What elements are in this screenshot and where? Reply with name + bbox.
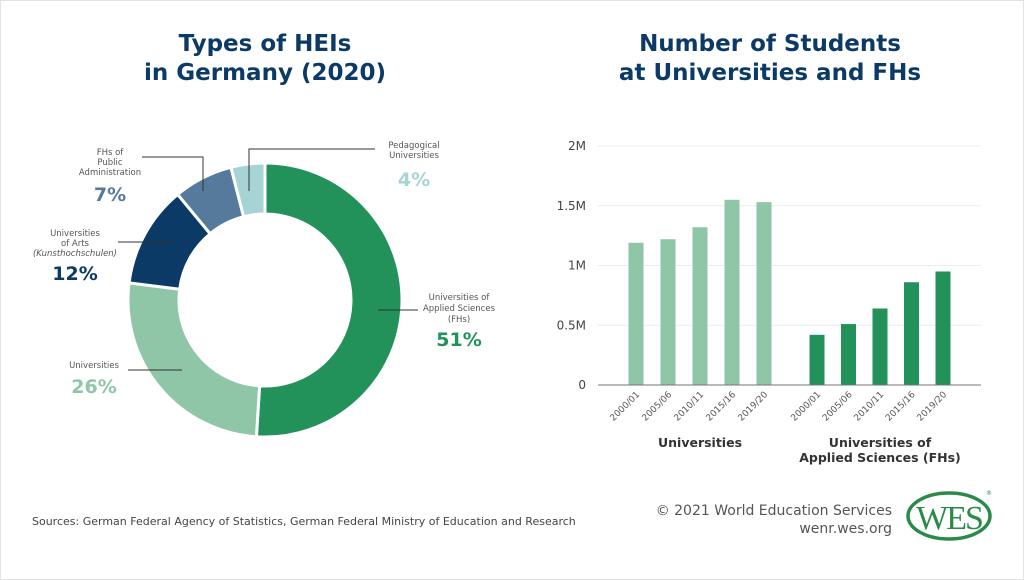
wes-logo: WES ®: [906, 490, 992, 541]
bar-fhs-2005/06: [841, 324, 856, 385]
donut-chart: [126, 161, 404, 439]
x-tick-label: 2005/06: [641, 390, 675, 424]
donut-slice-0: [254, 161, 404, 439]
slice-label-arts: Universities of Arts (Kunsthochschulen) …: [33, 229, 117, 285]
bar-title-line-2: at Universities and FHs: [618, 60, 922, 86]
bar-title-line-1: Number of Students: [639, 31, 901, 57]
bar-chart: 00.5M1M1.5M2M2000/012005/062010/112015/1…: [557, 139, 981, 424]
y-tick-label: 1M: [568, 259, 586, 273]
x-tick-label: 2000/01: [609, 390, 643, 424]
logo-text: WES: [916, 500, 982, 537]
leader-lines: [118, 148, 418, 371]
slice-label-fhs: Universities of Applied Sciences (FHs) 5…: [423, 293, 496, 351]
bar-universities-2019/20: [756, 202, 772, 385]
slice-label-line: Applied Sciences: [423, 304, 496, 314]
x-tick-label: 2010/11: [673, 390, 707, 424]
slice-percent: 26%: [71, 376, 116, 398]
x-tick-label: 2015/16: [884, 390, 918, 424]
x-tick-label: 2015/16: [705, 390, 739, 424]
x-tick-label: 2005/06: [821, 390, 855, 424]
group-label-fhs-line-1: Universities of: [829, 435, 932, 450]
donut-slice-4: [229, 161, 267, 219]
x-tick-label: 2019/20: [916, 390, 950, 424]
leader-line-public-admin: [142, 156, 204, 191]
slice-percent: 4%: [398, 169, 430, 191]
slice-label-public-admin: FHs of Public Administration 7%: [79, 148, 141, 206]
donut-title-line-1: Types of HEIs: [178, 31, 352, 57]
bar-universities-2005/06: [660, 239, 676, 385]
slice-label-line: (Kunsthochschulen): [33, 249, 117, 259]
slice-label-line: Public: [97, 158, 122, 168]
x-tick-label: 2000/01: [790, 390, 824, 424]
bar-fhs-2010/11: [872, 308, 888, 385]
bar-fhs-2015/16: [904, 282, 919, 385]
bar-universities-2000/01: [628, 242, 644, 385]
y-tick-label: 1.5M: [557, 199, 586, 213]
slice-label-line: Universities: [50, 229, 100, 239]
group-label-fhs-line-2: Applied Sciences (FHs): [799, 450, 961, 465]
donut-title-line-2: in Germany (2020): [144, 60, 386, 86]
slice-label-line: Administration: [79, 168, 141, 178]
donut-title: Types of HEIs in Germany (2020): [90, 30, 440, 88]
slice-label-line: FHs of: [97, 148, 125, 158]
slice-label-universities: Universities 26%: [69, 361, 119, 398]
bar-title: Number of Students at Universities and F…: [590, 30, 950, 88]
x-tick-label: 2019/20: [737, 390, 771, 424]
slice-label-pedagogical: Pedagogical Universities 4%: [388, 141, 439, 191]
slice-label-line: Universities: [389, 151, 439, 161]
svg-text:®: ®: [986, 490, 992, 497]
sources-note: Sources: German Federal Agency of Statis…: [32, 515, 576, 528]
x-tick-label: 2010/11: [853, 390, 887, 424]
slice-label-line: of Arts: [61, 239, 90, 249]
y-tick-label: 2M: [568, 139, 586, 153]
leader-line-pedagogical: [248, 148, 375, 191]
slice-label-line: (FHs): [448, 315, 470, 325]
y-tick-label: 0.5M: [557, 318, 586, 332]
bar-universities-2015/16: [724, 199, 740, 385]
slice-percent: 51%: [436, 329, 481, 351]
slice-label-line: Universities of: [429, 293, 491, 303]
donut-slice-1: [126, 281, 262, 439]
slice-label-line: Pedagogical: [388, 141, 439, 151]
slice-label-line: Universities: [69, 361, 119, 371]
bar-fhs-2019/20: [935, 271, 951, 385]
copyright-block: © 2021 World Education Services wenr.wes…: [656, 502, 892, 538]
slice-percent: 7%: [94, 184, 126, 206]
bar-fhs-2000/01: [809, 334, 825, 385]
bar-universities-2010/11: [692, 227, 708, 385]
group-label-universities: Universities: [658, 435, 742, 450]
y-tick-label: 0: [578, 378, 586, 392]
copyright-text: © 2021 World Education Services: [655, 503, 892, 519]
slice-percent: 12%: [52, 263, 97, 285]
site-url: wenr.wes.org: [799, 521, 892, 537]
